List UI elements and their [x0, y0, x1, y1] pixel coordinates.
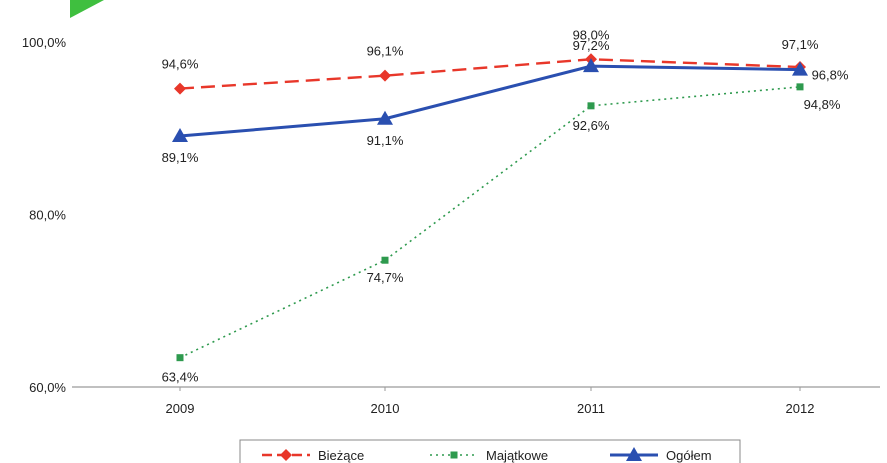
legend-marker [280, 449, 292, 461]
data-point [176, 354, 184, 362]
data-point [379, 69, 391, 82]
legend: Bieżące Majątkowe Ogółem [239, 439, 741, 463]
legend-item: Bieżące [262, 448, 364, 463]
data-point [381, 256, 389, 264]
data-label: 91,1% [367, 133, 404, 148]
series-layer [172, 53, 808, 362]
series-line [179, 58, 801, 90]
x-tick-label: 2009 [166, 401, 195, 416]
x-tick-label: 2010 [371, 401, 400, 416]
series-line [179, 86, 801, 359]
y-tick-label: 60,0% [29, 380, 66, 395]
x-tick-label: 2012 [786, 401, 815, 416]
legend-marker [450, 451, 458, 459]
series-line [179, 64, 801, 138]
corner-arrow-icon [70, 0, 104, 18]
data-labels: 94,6% 96,1% 98,0% 97,1% 63,4% 74,7% 92,6% 94,8%… [162, 27, 849, 384]
legend-label: Majątkowe [486, 448, 548, 463]
legend-item: Ogółem [610, 447, 712, 463]
legend-label: Ogółem [666, 448, 712, 463]
y-tick-label: 80,0% [29, 208, 66, 223]
legend-marker [626, 447, 642, 461]
data-label: 89,1% [162, 150, 199, 165]
data-label: 97,2% [573, 38, 610, 53]
series-biezace [174, 53, 806, 95]
data-label: 96,8% [812, 68, 849, 83]
data-label: 97,1% [782, 37, 819, 52]
data-point [796, 83, 804, 91]
data-label: 94,6% [162, 57, 199, 72]
data-point [172, 128, 188, 143]
data-label: 98,0% [573, 27, 610, 42]
data-label: 63,4% [162, 370, 199, 385]
data-label: 74,7% [367, 270, 404, 285]
series-majatkowe [176, 83, 804, 362]
y-axis-ticks: 60,0% 80,0% 100,0% [22, 35, 67, 395]
data-point [587, 102, 595, 110]
data-label: 94,8% [804, 97, 841, 112]
legend-label: Bieżące [318, 448, 364, 463]
series-ogolem [172, 58, 808, 143]
data-point [583, 58, 599, 73]
data-label: 92,6% [573, 118, 610, 133]
x-tick-label: 2011 [577, 401, 605, 416]
legend-box [239, 439, 741, 463]
data-point [792, 61, 808, 76]
x-axis-ticks: 2009 2010 2011 2012 [166, 387, 815, 416]
data-point [174, 82, 186, 95]
legend-item: Majątkowe [430, 448, 548, 463]
data-point [377, 110, 393, 125]
y-tick-label: 100,0% [22, 35, 67, 50]
data-label: 96,1% [367, 44, 404, 59]
